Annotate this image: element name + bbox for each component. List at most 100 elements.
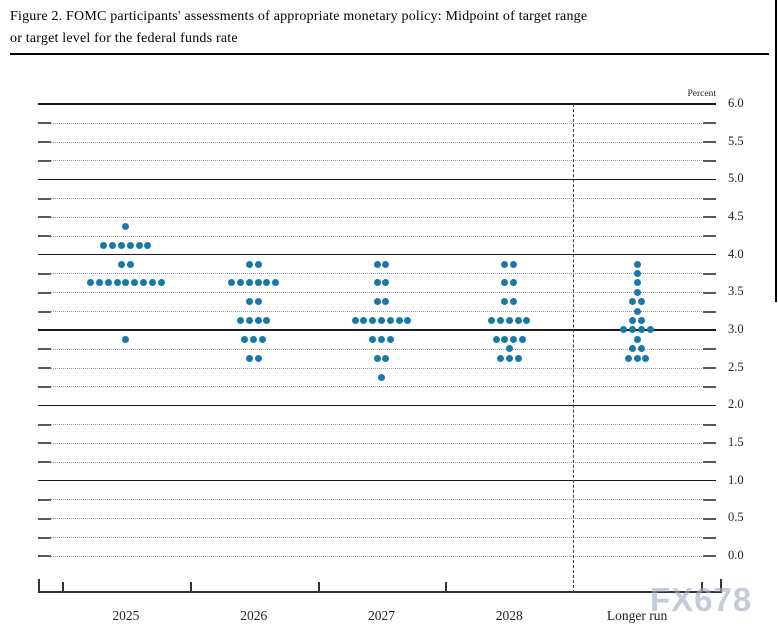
chart-dot <box>497 317 504 325</box>
chart-dot <box>629 326 637 334</box>
chart-dot <box>386 335 394 343</box>
gridline-dotted <box>38 198 716 200</box>
gridline-end-tick-left <box>38 216 51 219</box>
title-divider-rule <box>10 53 769 55</box>
chart-dot <box>96 279 103 287</box>
x-axis-label: Longer run <box>606 608 668 623</box>
x-axis-label: 2027 <box>368 608 395 623</box>
chart-dot <box>514 354 522 362</box>
figure-title-line2: or target level for the federal funds ra… <box>10 30 238 46</box>
gridline-end-tick-right <box>703 461 716 464</box>
gridline-solid <box>38 178 716 181</box>
gridline-end-tick-right <box>703 122 716 125</box>
chart-dot <box>140 279 147 287</box>
gridline-end-tick-left <box>38 272 51 275</box>
chart-dot <box>373 260 381 268</box>
gridline-end-tick-left <box>38 536 51 539</box>
chart-dot <box>122 279 130 287</box>
chart-dot <box>633 354 641 362</box>
gridline-end-tick-right <box>703 498 716 501</box>
chart-dot <box>237 279 244 287</box>
chart-dot <box>633 269 641 277</box>
chart-dot <box>250 335 258 343</box>
chart-dot <box>237 317 244 325</box>
x-axis-tick <box>62 582 64 591</box>
gridline-dotted <box>38 273 716 275</box>
chart-dot <box>382 260 390 268</box>
gridline-end-tick-right <box>703 367 716 370</box>
gridline-end-tick-left <box>38 291 51 294</box>
x-axis-line <box>38 591 722 593</box>
chart-dot <box>369 335 377 343</box>
x-axis-tick <box>317 582 320 591</box>
gridline-end-tick-right <box>703 235 716 238</box>
gridline-end-tick-right <box>703 442 716 445</box>
x-axis-tick <box>701 582 703 591</box>
gridline-dotted <box>38 141 716 143</box>
chart-dot <box>510 335 518 343</box>
y-tick-label: 3.5 <box>728 284 744 299</box>
chart-dot <box>87 279 95 287</box>
chart-dot <box>263 317 271 325</box>
y-tick-label: 1.5 <box>728 434 744 449</box>
chart-dot <box>135 241 143 249</box>
chart-dot <box>501 279 509 287</box>
chart-dot <box>378 317 385 325</box>
gridline-end-tick-left <box>38 442 51 445</box>
gridline-solid <box>38 103 716 106</box>
gridline-dotted <box>38 367 716 369</box>
page-edge-artifact <box>775 0 777 302</box>
chart-dot <box>633 279 641 287</box>
chart-dot <box>646 326 654 334</box>
chart-dot <box>254 298 262 306</box>
gridline-end-tick-right <box>703 348 716 351</box>
chart-dot <box>122 335 130 343</box>
gridline-end-tick-right <box>703 423 716 426</box>
y-tick-label: 3.0 <box>728 321 744 336</box>
chart-dot <box>633 288 641 296</box>
gridline-end-tick-right <box>703 385 716 388</box>
gridline-end-tick-right <box>703 197 716 200</box>
chart-dot <box>144 241 152 249</box>
gridline-dotted <box>38 235 716 237</box>
gridline-end-tick-left <box>38 122 51 125</box>
chart-dot <box>510 260 518 268</box>
gridline-dotted <box>38 160 716 162</box>
chart-dot <box>395 317 403 325</box>
gridline-end-tick-right <box>703 216 716 219</box>
y-tick-label: 2.0 <box>728 397 744 412</box>
chart-dot <box>404 317 412 325</box>
chart-dot <box>620 326 628 334</box>
chart-dot <box>642 354 650 362</box>
chart-dot <box>638 298 645 306</box>
chart-dot <box>118 260 125 268</box>
chart-dot <box>638 345 645 353</box>
y-tick-label: 1.0 <box>728 472 744 487</box>
chart-dot <box>638 326 645 334</box>
gridline-end-tick-right <box>703 555 716 558</box>
chart-dot <box>501 298 509 306</box>
chart-dot <box>245 260 253 268</box>
chart-dot <box>245 279 253 287</box>
gridline-solid <box>38 253 716 256</box>
gridline-dotted <box>38 292 716 294</box>
y-tick-label: 5.0 <box>728 171 744 186</box>
gridline-end-tick-left <box>38 348 51 351</box>
chart-dot <box>373 298 381 306</box>
chart-dot <box>373 279 381 287</box>
gridline-end-tick-left <box>38 367 51 370</box>
y-axis-unit-label: Percent <box>687 89 717 99</box>
chart-dot <box>245 298 253 306</box>
gridline-end-tick-left <box>38 159 51 162</box>
chart-dot <box>254 317 262 325</box>
gridline-end-tick-left <box>38 423 51 426</box>
x-axis-label: 2026 <box>240 608 268 623</box>
gridline-solid <box>38 404 716 407</box>
chart-dot <box>492 335 500 343</box>
gridline-end-tick-right <box>703 517 716 520</box>
gridline-solid <box>38 479 716 482</box>
chart-dot <box>360 317 368 325</box>
gridline-dotted <box>38 348 716 350</box>
